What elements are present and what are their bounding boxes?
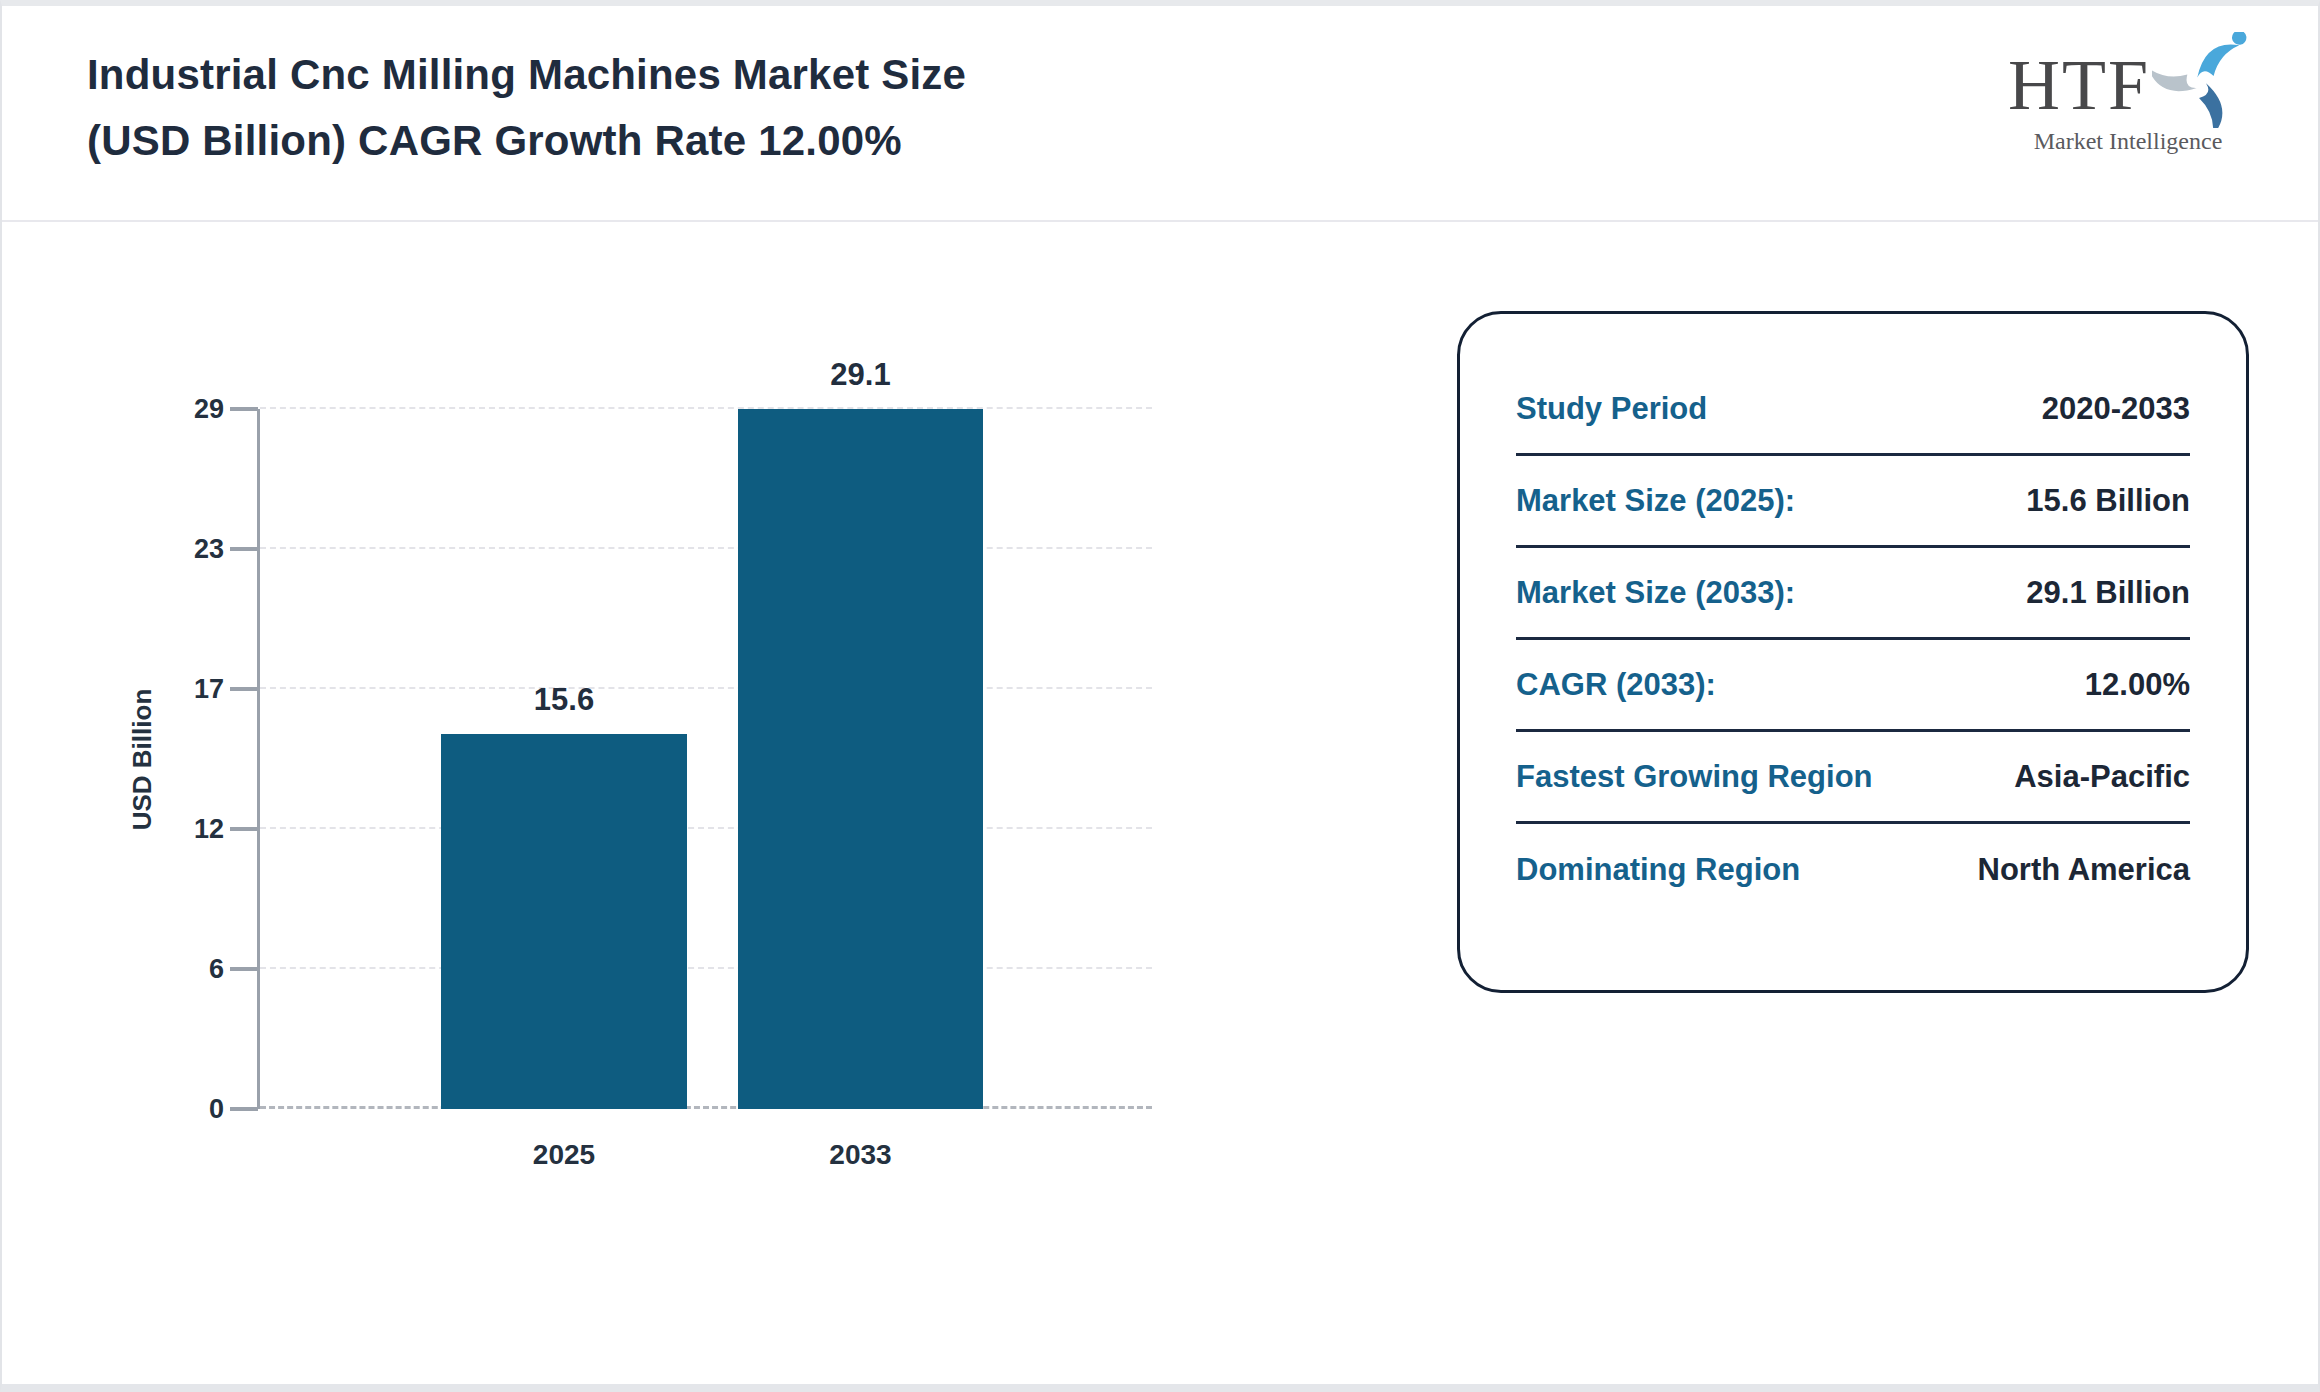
y-tick-label: 6 bbox=[176, 954, 224, 985]
logo-subtext: Market Intelligence bbox=[2023, 128, 2233, 155]
header: Industrial Cnc Milling Machines Market S… bbox=[2, 6, 2318, 220]
panel-row-label: Study Period bbox=[1516, 391, 1707, 427]
panel-row-value: 15.6 Billion bbox=[2026, 483, 2190, 519]
tri-swirl-people-icon bbox=[2152, 32, 2248, 132]
panel-row-label: Market Size (2033): bbox=[1516, 575, 1795, 611]
panel-row: Study Period 2020-2033 bbox=[1516, 364, 2190, 456]
y-axis-title: USD Billion bbox=[120, 409, 166, 1109]
panel-row-label: Dominating Region bbox=[1516, 852, 1800, 888]
panel-row: Fastest Growing Region Asia-Pacific bbox=[1516, 732, 2190, 824]
y-tick-label: 17 bbox=[176, 674, 224, 705]
y-tick-label: 29 bbox=[176, 394, 224, 425]
logo-text: HTF bbox=[2008, 45, 2150, 125]
panel-row-value: Asia-Pacific bbox=[2014, 759, 2190, 795]
gridline bbox=[260, 967, 1152, 969]
plot-area: 0612172329 15.6202529.12033 bbox=[257, 409, 1152, 1109]
panel-row-label: CAGR (2033): bbox=[1516, 667, 1716, 703]
bar-value-label: 15.6 bbox=[534, 682, 594, 718]
panel-row: Dominating Region North America bbox=[1516, 824, 2190, 916]
bar-value-label: 29.1 bbox=[830, 357, 890, 393]
y-axis-tick bbox=[230, 687, 258, 691]
y-tick-label: 0 bbox=[176, 1094, 224, 1125]
y-axis-tick bbox=[230, 407, 258, 411]
gridline bbox=[260, 1106, 1152, 1109]
panel-row: Market Size (2025): 15.6 Billion bbox=[1516, 456, 2190, 548]
gridline bbox=[260, 827, 1152, 829]
gridline bbox=[260, 687, 1152, 689]
panel-row-value: 2020-2033 bbox=[2042, 391, 2190, 427]
page-title: Industrial Cnc Milling Machines Market S… bbox=[87, 42, 966, 174]
panel-row-value: North America bbox=[1978, 852, 2190, 888]
panel-row-value: 29.1 Billion bbox=[2026, 575, 2190, 611]
page-title-line1: Industrial Cnc Milling Machines Market S… bbox=[87, 42, 966, 108]
bar-2033 bbox=[738, 409, 983, 1109]
y-axis-tick bbox=[230, 967, 258, 971]
bar-2025 bbox=[441, 734, 687, 1109]
x-tick-label: 2033 bbox=[829, 1139, 891, 1171]
gridline bbox=[260, 407, 1152, 409]
y-tick-label: 12 bbox=[176, 814, 224, 845]
logo-row: HTF bbox=[2023, 38, 2233, 132]
panel-row-value: 12.00% bbox=[2085, 667, 2190, 703]
panel-row-label: Fastest Growing Region bbox=[1516, 759, 1873, 795]
info-panel: Study Period 2020-2033 Market Size (2025):… bbox=[1457, 311, 2249, 993]
gridline bbox=[260, 547, 1152, 549]
page-title-line2: (USD Billion) CAGR Growth Rate 12.00% bbox=[87, 108, 966, 174]
header-divider bbox=[2, 220, 2318, 222]
y-tick-label: 23 bbox=[176, 534, 224, 565]
panel-row: Market Size (2033): 29.1 Billion bbox=[1516, 548, 2190, 640]
info-panel-rows: Study Period 2020-2033 Market Size (2025):… bbox=[1516, 364, 2190, 916]
y-axis-title-text: USD Billion bbox=[128, 688, 159, 830]
page: Industrial Cnc Milling Machines Market S… bbox=[0, 0, 2320, 1392]
y-axis-tick bbox=[230, 1107, 258, 1111]
y-axis-tick bbox=[230, 827, 258, 831]
x-tick-label: 2025 bbox=[533, 1139, 595, 1171]
y-axis-tick bbox=[230, 547, 258, 551]
panel-row-label: Market Size (2025): bbox=[1516, 483, 1795, 519]
panel-row: CAGR (2033): 12.00% bbox=[1516, 640, 2190, 732]
htf-logo: HTF bbox=[2023, 38, 2233, 155]
